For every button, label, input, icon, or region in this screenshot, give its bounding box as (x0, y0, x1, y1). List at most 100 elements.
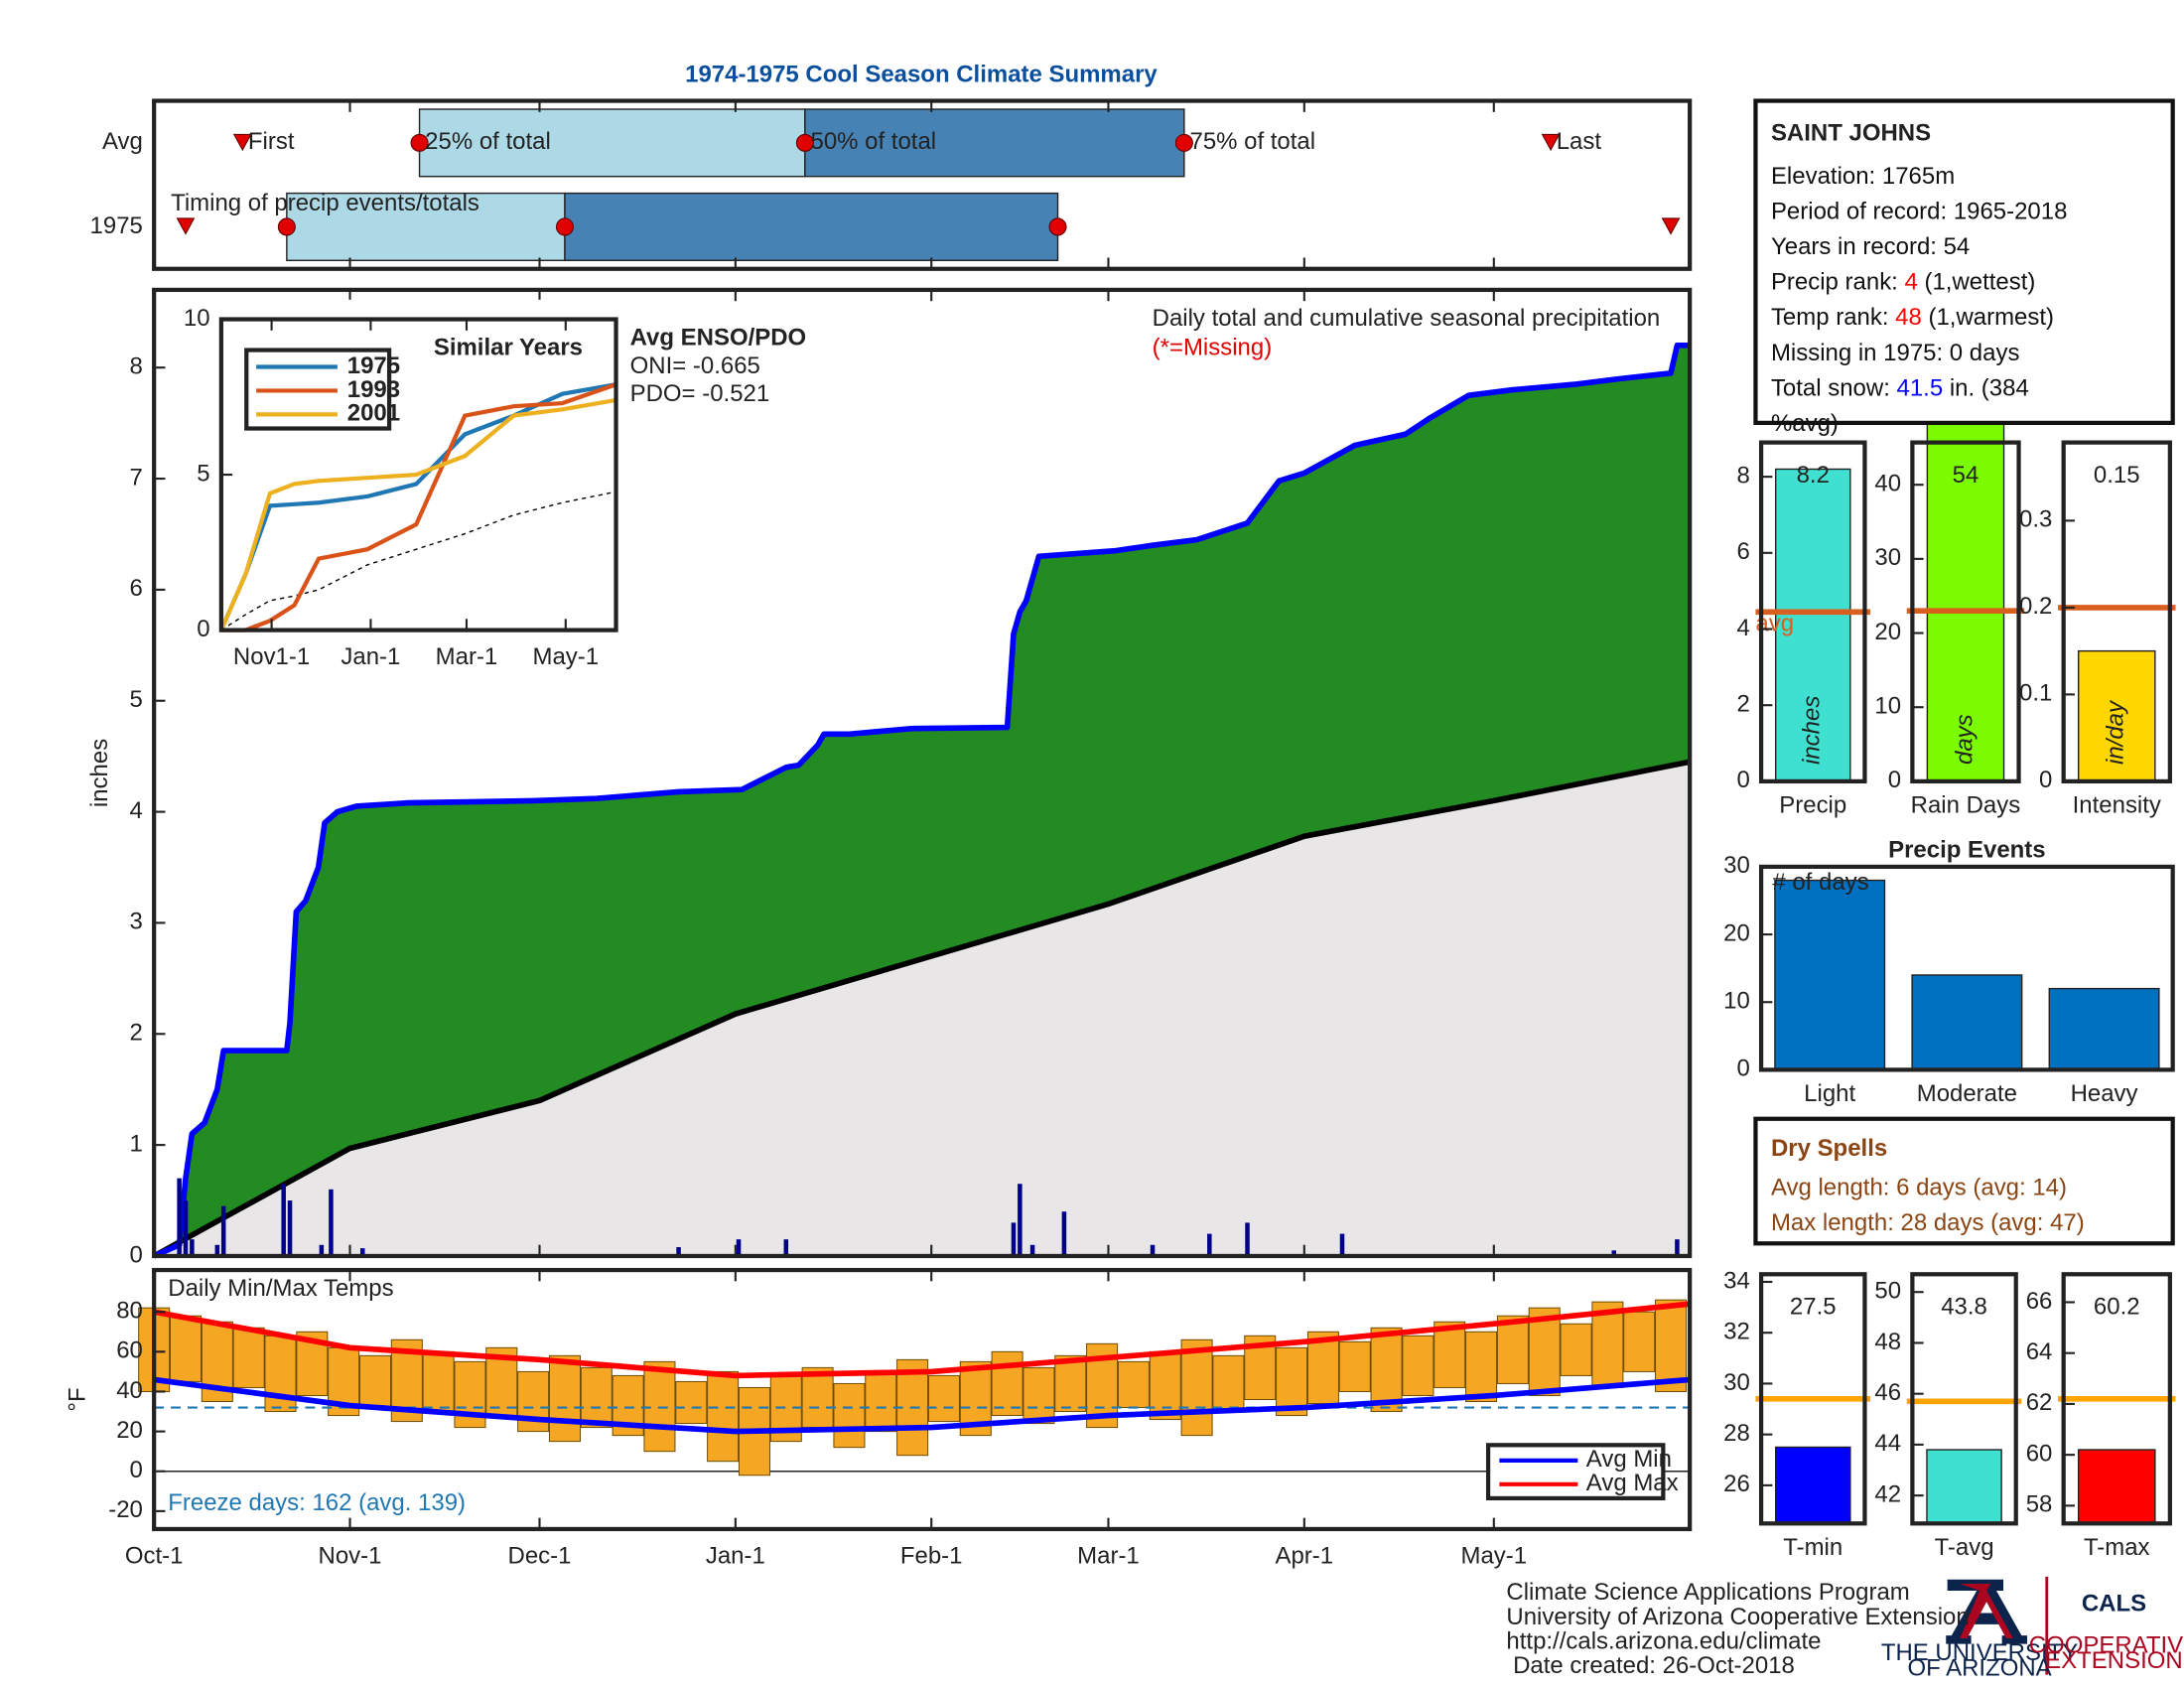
y-tick-label: 28 (1723, 1420, 1750, 1447)
y-tick-label: 0 (130, 1457, 143, 1483)
temp-range-bar (169, 1315, 203, 1382)
info-text: 41.5 (1897, 375, 1944, 402)
y-tick-label: 0 (1888, 767, 1901, 793)
axes-frame (2061, 1272, 2172, 1526)
daily-bar (1150, 1244, 1156, 1256)
info-line: Period of record: 1965-2018 (1771, 199, 2067, 225)
temp-range-bar (1054, 1354, 1087, 1413)
timing-marker (1661, 217, 1681, 235)
temp-range-bar (1465, 1331, 1498, 1402)
y-tick-label: 40 (116, 1377, 143, 1404)
y-tick-label: 42 (1874, 1480, 1901, 1507)
info-line: %avg) (1771, 410, 1839, 437)
legend-label: 2001 (347, 400, 400, 427)
temp-range-bar (548, 1354, 581, 1443)
bar (1774, 468, 1851, 782)
daily-bar (783, 1239, 789, 1256)
chart-title: 1974-1975 Cool Season Climate Summary (685, 61, 1158, 87)
info-text: Total snow: (1771, 375, 1897, 402)
y-axis-label: °F (64, 1387, 90, 1411)
y-tick-label: 44 (1874, 1430, 1901, 1457)
y-tick-label: 40 (1874, 471, 1901, 497)
category-label: Light (1804, 1080, 1855, 1107)
info-text: %avg) (1771, 410, 1839, 437)
y-tick-label: 4 (130, 797, 143, 824)
temp-range-bar (707, 1370, 740, 1463)
category-label: Rain Days (1911, 792, 2021, 819)
temp-range-bar (358, 1354, 391, 1409)
y-tick-label: 20 (1874, 619, 1901, 645)
temp-range-bar (1591, 1301, 1624, 1388)
x-tick-label: May-1 (533, 643, 600, 670)
daily-bar (1675, 1239, 1680, 1256)
info-text: in. (384 (1943, 375, 2029, 402)
university-name: OF ARIZONA (1907, 1654, 2051, 1681)
temp-range-bar (1117, 1360, 1150, 1409)
y-tick-label: 6 (130, 575, 143, 602)
daily-bar (736, 1239, 742, 1256)
info-text: 4 (1904, 269, 1917, 296)
y-tick-label: 30 (1874, 544, 1901, 571)
x-tick-label: Mar-1 (1077, 1542, 1140, 1569)
dry-spells-line: Max length: 28 days (avg: 47) (1771, 1209, 2085, 1236)
y-tick-label: 26 (1723, 1471, 1750, 1497)
timing-label: Last (1557, 128, 1602, 155)
daily-bar (1611, 1250, 1617, 1256)
footer-line: University of Arizona Cooperative Extens… (1506, 1604, 1969, 1630)
temp-range-bar (675, 1380, 708, 1425)
info-text: Missing in 1975: 0 days (1771, 340, 2019, 366)
cumulative-line (153, 343, 1691, 1259)
temp-range-bar (1402, 1335, 1434, 1396)
info-title: SAINT JOHNS (1771, 120, 1931, 147)
y-tick-label: 2 (1736, 691, 1749, 718)
enso-note: Avg ENSO/PDO (630, 325, 807, 352)
daily-bar (281, 1184, 286, 1256)
temp-range-bar (1306, 1331, 1339, 1405)
row-label: 1975 (90, 212, 143, 239)
timing-marker (176, 217, 196, 235)
timing-label: First (248, 128, 295, 155)
axes-frame (152, 98, 1693, 271)
series-line (218, 382, 616, 632)
info-line: Years in record: 54 (1771, 233, 1970, 260)
info-text: (1,warmest) (1922, 305, 2054, 332)
y-tick-label: 60 (2026, 1440, 2053, 1467)
info-line: Missing in 1975: 0 days (1771, 340, 2019, 366)
dry-spells-line: Avg length: 6 days (avg: 14) (1771, 1175, 2067, 1201)
y-tick-label: 30 (1723, 1369, 1750, 1396)
daily-bar (676, 1247, 681, 1256)
timing-marker (410, 133, 429, 152)
temp-range-bar (1338, 1340, 1371, 1392)
daily-bar (1339, 1233, 1345, 1256)
daily-bar (183, 1200, 189, 1256)
temp-title: Daily Min/Max Temps (168, 1275, 393, 1302)
info-line: Temp rank: 48 (1,warmest) (1771, 305, 2054, 332)
bar (1774, 1446, 1851, 1525)
temp-range-bar (1276, 1346, 1308, 1417)
temp-range-bar (1370, 1327, 1403, 1413)
category-label: Precip (1779, 792, 1846, 819)
y-tick-label: 0.3 (2019, 506, 2052, 533)
temp-range-bar (991, 1350, 1024, 1417)
axes-frame (1910, 440, 2021, 784)
avg-line (153, 1376, 1691, 1435)
y-tick-label: 66 (2026, 1288, 2053, 1315)
subtitle: Daily total and cumulative seasonal prec… (1153, 305, 1661, 332)
footer-line: Climate Science Applications Program (1506, 1579, 1909, 1606)
info-text: Years in record: 54 (1771, 233, 1970, 260)
timing-marker (277, 217, 296, 236)
bar (2048, 987, 2160, 1071)
y-tick-label: 10 (1874, 693, 1901, 720)
daily-bar (214, 1244, 220, 1256)
bar (2077, 649, 2156, 782)
timing-marker (1048, 217, 1067, 236)
value-label: 54 (1953, 462, 1979, 489)
y-tick-label: 10 (184, 305, 210, 332)
daily-bar (1061, 1211, 1067, 1256)
university-name: THE UNIVERSITY (1881, 1639, 2078, 1666)
y-tick-label: 7 (130, 464, 143, 491)
temp-range-bar (422, 1350, 455, 1413)
info-line: Elevation: 1765m (1771, 163, 1955, 190)
timing-marker (1174, 133, 1193, 152)
